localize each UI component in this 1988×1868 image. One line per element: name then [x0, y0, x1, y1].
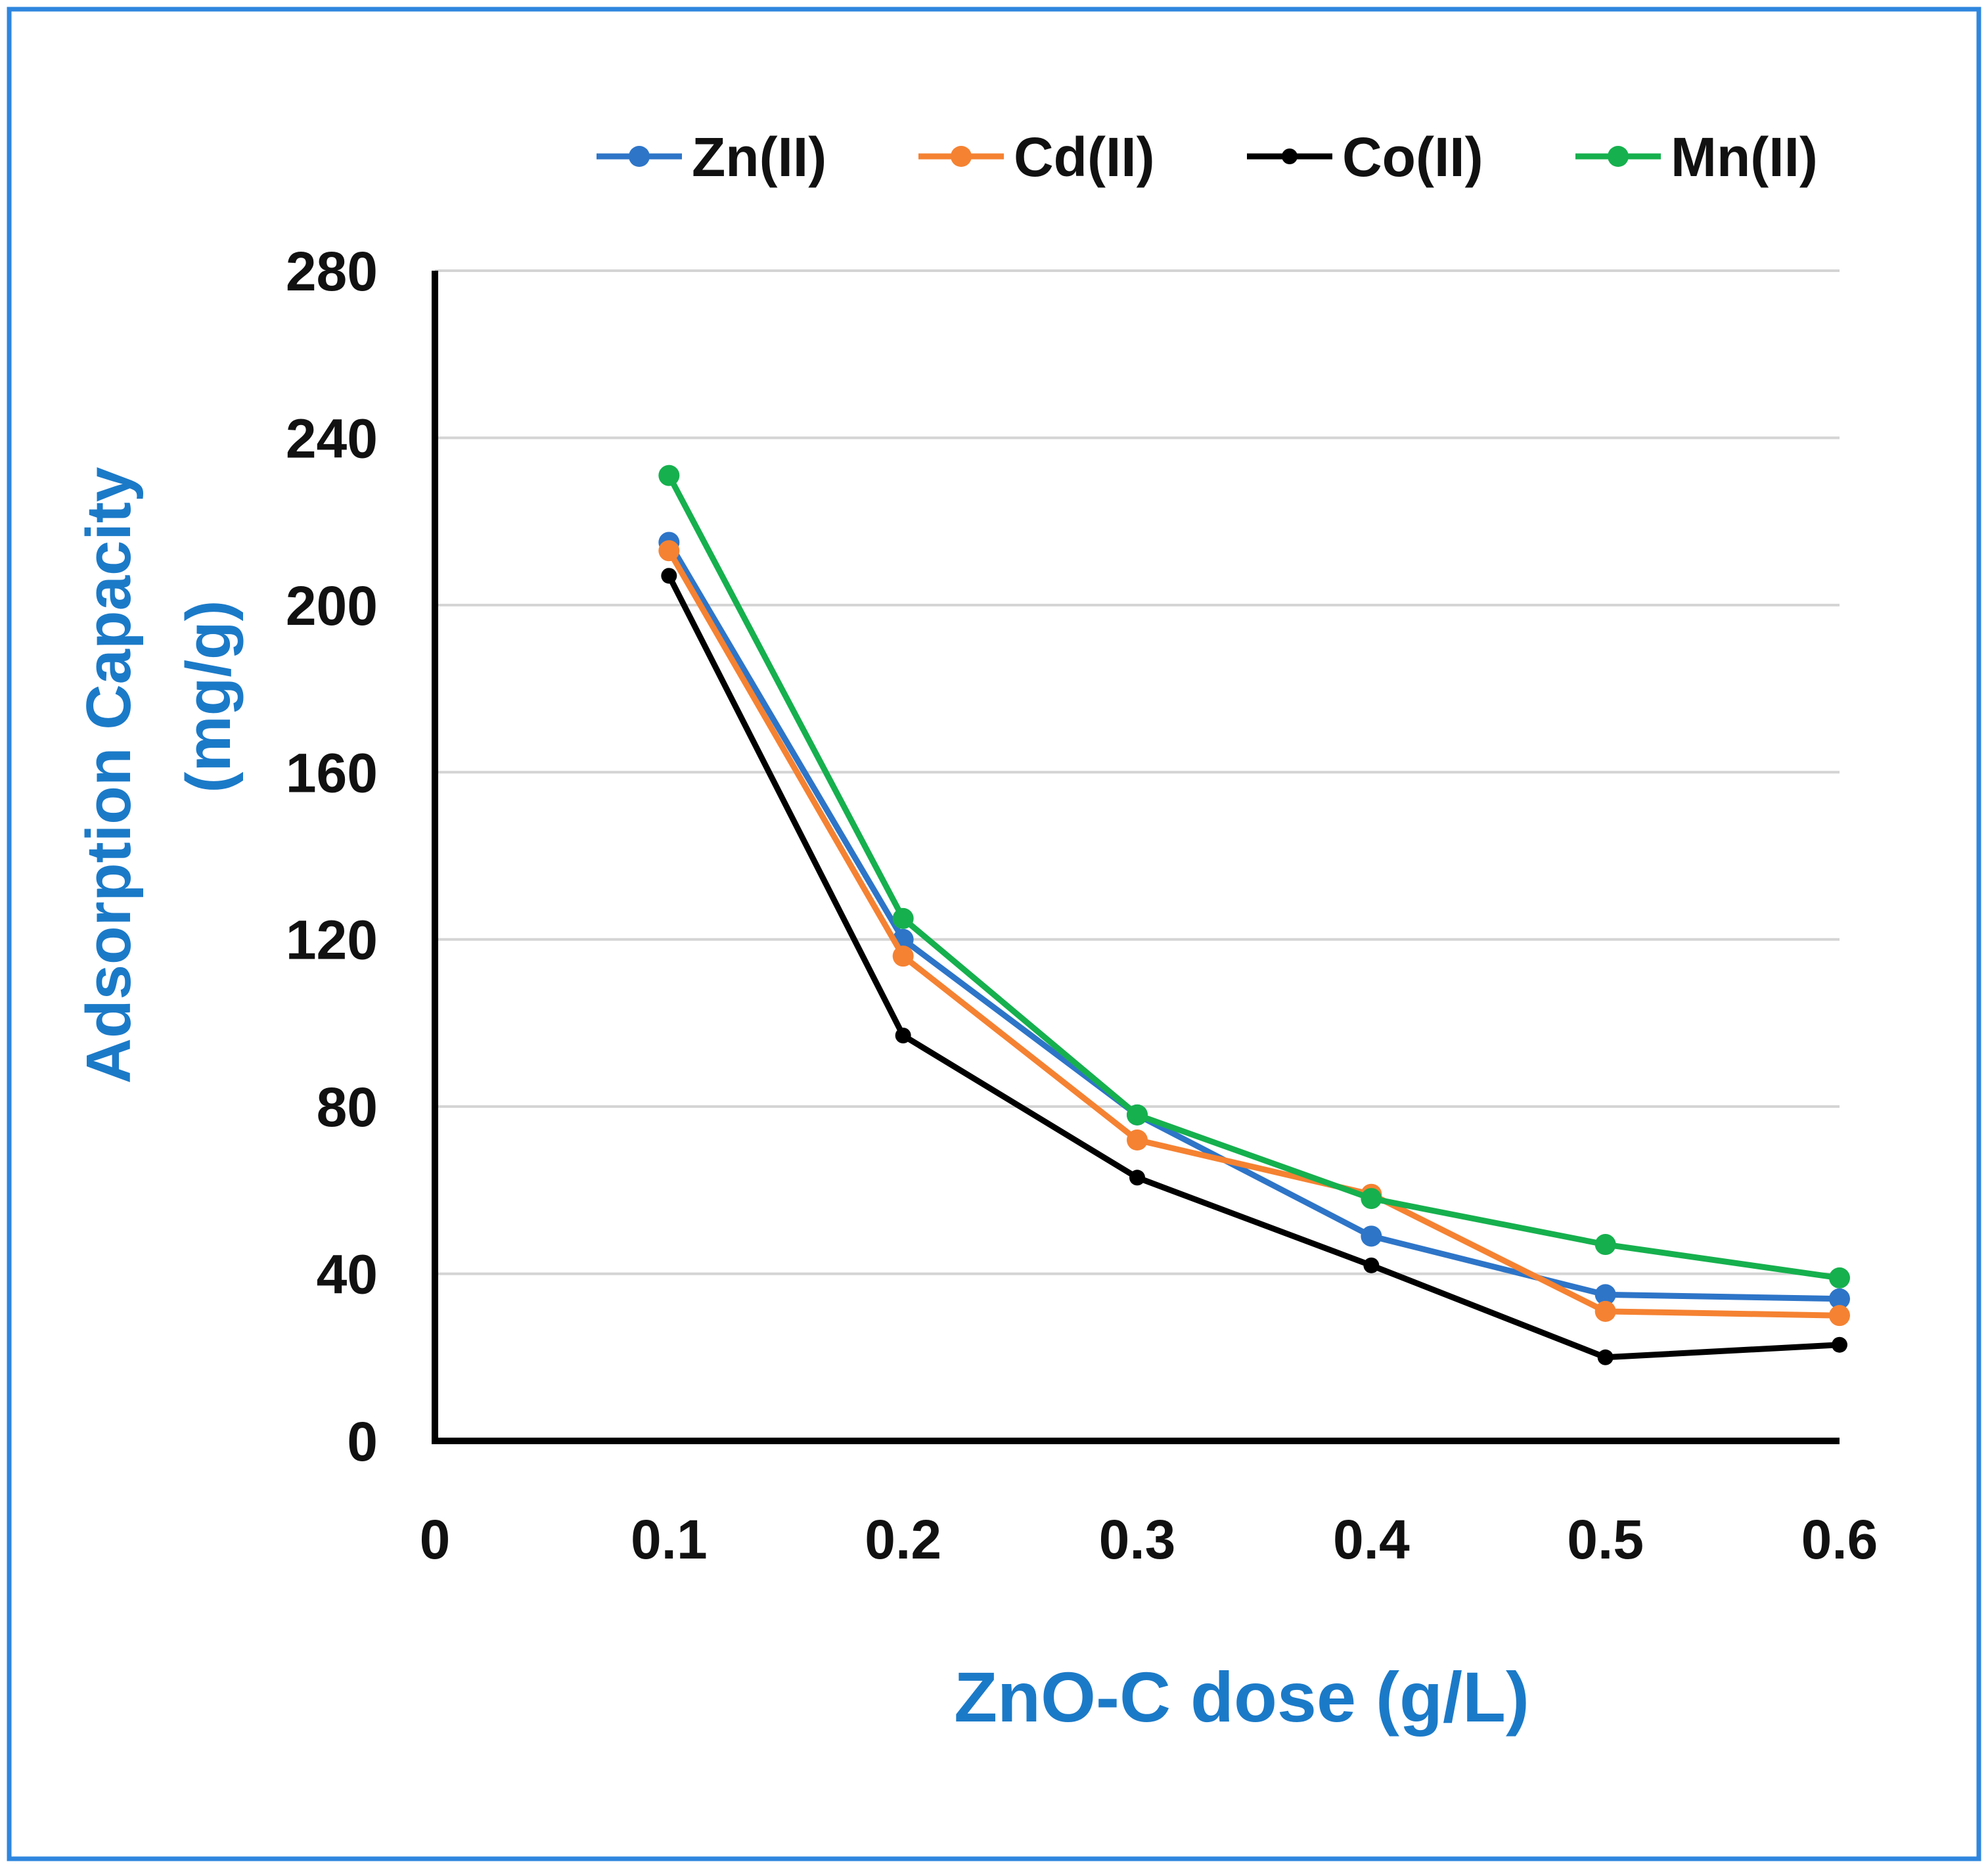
y-tick-label: 0	[347, 1411, 378, 1472]
data-point-mnii	[1127, 1104, 1148, 1126]
y-tick-label: 200	[286, 575, 378, 637]
y-tick-label: 160	[286, 742, 378, 804]
data-point-cdii	[1594, 1300, 1616, 1322]
y-axis-label: Adsorption Capacity	[74, 467, 144, 1084]
series-line-coii	[666, 574, 1840, 1361]
data-point-cdii	[658, 540, 680, 562]
legend-item-cdii: Cd(II)	[918, 126, 1155, 188]
legend-swatch-marker	[1608, 146, 1629, 167]
x-tick-label: 0.1	[631, 1509, 708, 1570]
legend: Zn(II) Cd(II) Co(II) Mn(II)	[597, 126, 1818, 188]
series-line-znii	[666, 541, 1840, 1302]
data-point-mnii	[1361, 1188, 1382, 1210]
data-point-mnii	[1594, 1234, 1616, 1256]
data-point-mnii	[658, 465, 680, 486]
series-mnii	[658, 465, 1850, 1288]
legend-label: Cd(II)	[1014, 126, 1155, 188]
data-point-znii	[1594, 1284, 1616, 1306]
chart-border	[7, 7, 1981, 1861]
x-tick-label: 0.3	[1099, 1509, 1176, 1570]
data-point-mnii	[892, 907, 914, 929]
data-point-coii	[661, 568, 677, 584]
series-line-mnii	[666, 474, 1840, 1281]
y-axis-label-unit: (mg/g)	[173, 600, 244, 792]
data-point-coii	[1363, 1257, 1380, 1273]
y-tick-label: 120	[286, 909, 378, 971]
legend-label: Mn(II)	[1671, 126, 1818, 188]
y-tick-label: 240	[286, 407, 378, 469]
x-tick-labels: 0 0.1 0.2 0.3 0.4 0.5 0.6	[420, 1509, 1878, 1570]
gridlines	[435, 269, 1840, 1275]
y-tick-label: 280	[286, 240, 378, 302]
data-point-mnii	[1829, 1267, 1850, 1288]
x-tick-label: 0	[420, 1509, 451, 1570]
series-line-cdii	[666, 549, 1840, 1319]
legend-swatch-marker	[951, 146, 972, 167]
data-point-znii	[1361, 1225, 1382, 1247]
legend-label: Zn(II)	[692, 126, 826, 188]
data-point-coii	[1832, 1336, 1847, 1353]
legend-item-coii: Co(II)	[1247, 126, 1483, 188]
data-point-coii	[1129, 1170, 1145, 1186]
series-coii	[661, 568, 1847, 1365]
x-tick-label: 0.2	[865, 1509, 941, 1570]
data-point-znii	[1829, 1288, 1850, 1310]
legend-swatch-marker	[1282, 148, 1298, 164]
x-tick-label: 0.4	[1333, 1509, 1410, 1570]
legend-item-znii: Zn(II)	[597, 126, 826, 188]
legend-swatch-marker	[629, 146, 650, 167]
x-tick-label: 0.6	[1801, 1509, 1878, 1570]
data-point-cdii	[1127, 1129, 1148, 1151]
data-point-coii	[1597, 1349, 1614, 1365]
legend-item-mnii: Mn(II)	[1575, 126, 1818, 188]
data-point-cdii	[1829, 1305, 1850, 1327]
y-tick-labels: 0 40 80 120 160 200 240 280	[286, 240, 378, 1472]
y-tick-label: 40	[317, 1244, 378, 1306]
y-tick-label: 80	[317, 1076, 378, 1138]
data-point-cdii	[892, 945, 914, 967]
x-axis-label: ZnO-C dose (g/L)	[954, 1657, 1529, 1737]
legend-label: Co(II)	[1342, 126, 1483, 188]
x-tick-label: 0.5	[1567, 1509, 1644, 1570]
data-point-coii	[895, 1028, 911, 1044]
series-lines	[658, 465, 1850, 1365]
axes	[432, 271, 1840, 1444]
